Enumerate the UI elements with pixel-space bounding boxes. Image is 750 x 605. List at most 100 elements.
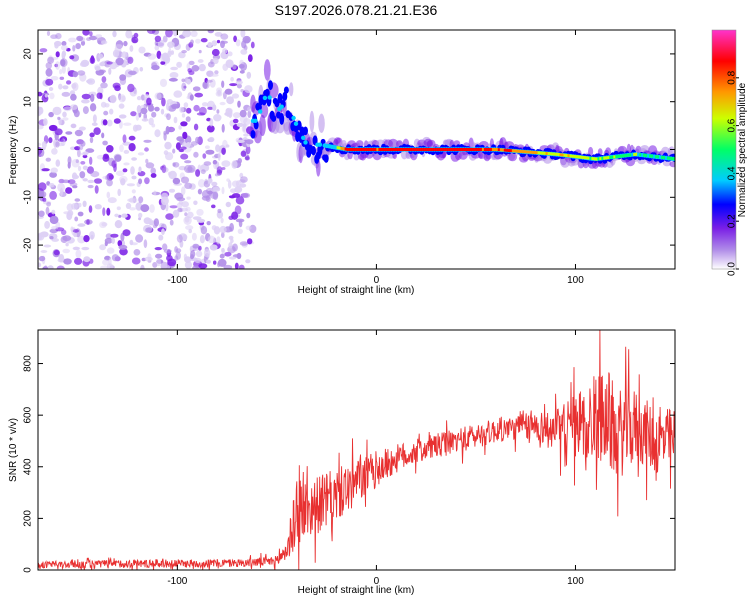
ridge-peak [575,155,578,159]
ridge-peak [661,155,664,159]
noise-blob [234,186,243,194]
y-tick-label: 0 [23,146,34,152]
noise-blob [54,40,62,47]
noise-blob [139,67,144,72]
noise-blob [138,212,143,218]
colorbar-tick-label: 0.0 [727,262,738,276]
noise-blob [42,197,47,202]
ridge-core [271,115,277,122]
noise-blob [221,147,226,155]
noise-blob [130,111,137,117]
noise-blob [108,257,112,266]
noise-blob [101,132,105,139]
noise-blob [168,77,178,82]
noise-blob [198,263,208,269]
noise-blob [114,220,123,229]
noise-blob [224,112,229,116]
noise-blob [56,265,65,269]
noise-blob [111,237,115,244]
ridge-peak [394,148,397,151]
ridge-peak [487,148,491,151]
noise-blob [91,122,98,126]
noise-blob [167,171,172,176]
noise-blob [66,203,74,212]
ridge-peak [579,155,582,159]
noise-blob [41,141,47,149]
noise-blob [38,182,47,191]
noise-blob [180,153,189,160]
noise-blob [216,109,220,114]
noise-blob [119,248,128,256]
noise-blob [228,242,233,249]
ridge-peak [452,148,455,151]
ridge-peak [410,148,413,151]
ridge-core [283,86,289,94]
noise-blob [239,70,245,74]
ridge-peak [553,152,556,156]
noise-blob [183,253,187,260]
noise-blob [47,265,54,269]
noise-blob [190,39,194,45]
ridge-peak [625,154,628,157]
ridge-peak [541,151,544,155]
noise-blob [117,240,123,247]
ridge-peak [450,148,453,151]
noise-blob [140,107,148,115]
noise-blob [229,222,235,232]
noise-blob [115,57,124,66]
ridge-peak [507,149,510,152]
ridge-peak [416,148,419,151]
noise-blob [185,225,194,231]
noise-blob [217,152,221,161]
noise-blob [48,137,53,144]
noise-blob [83,256,91,263]
noise-blob [61,41,67,46]
ridge-peak [597,157,600,161]
noise-blob [79,61,89,67]
ridge-peak [342,147,345,151]
noise-blob [89,132,95,138]
noise-blob [97,40,101,45]
noise-blob [89,31,93,37]
noise-blob [181,78,186,83]
ridge-peak [593,157,596,161]
snr-x-label: Height of straight line (km) [298,585,415,596]
noise-blob [237,100,241,108]
noise-blob [245,139,254,145]
noise-blob [75,249,82,259]
noise-blob [48,87,54,91]
noise-blob [38,210,45,217]
noise-blob [140,264,145,269]
noise-blob [221,248,225,253]
ridge-peak [426,148,429,151]
noise-blob [99,221,107,229]
noise-blob [140,204,150,213]
noise-blob [213,114,222,122]
noise-blob [130,242,138,246]
ridge-peak [557,153,560,156]
noise-blob [178,200,183,205]
noise-blob [136,105,142,114]
noise-blob [236,83,242,89]
noise-blob [55,159,61,167]
noise-blob [186,142,191,148]
noise-blob [200,169,206,175]
noise-blob [122,134,127,143]
noise-blob [75,43,81,50]
noise-blob [220,33,229,40]
noise-blob [106,179,113,187]
noise-blob [40,250,48,253]
ridge-peak [412,148,415,151]
noise-blob [235,39,241,47]
noise-blob [181,50,187,54]
noise-blob [228,195,236,199]
noise-blob [98,53,104,59]
noise-blob [138,178,143,185]
noise-blob [78,126,86,131]
noise-blob [62,248,70,254]
noise-blob [48,124,58,132]
noise-blob [118,114,127,119]
noise-blob [186,196,191,200]
noise-blob [211,181,218,187]
noise-blob [40,191,47,198]
